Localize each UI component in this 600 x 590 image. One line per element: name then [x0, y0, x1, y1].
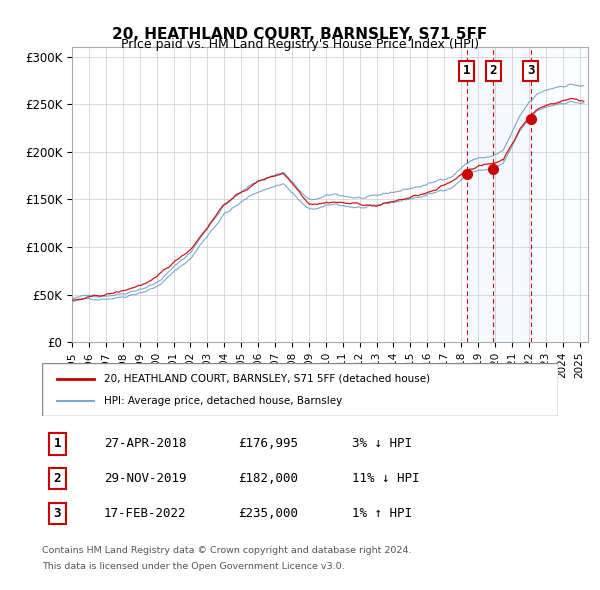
Text: 1: 1	[54, 437, 61, 450]
Bar	[467, 47, 493, 342]
Text: 20, HEATHLAND COURT, BARNSLEY, S71 5FF: 20, HEATHLAND COURT, BARNSLEY, S71 5FF	[112, 27, 488, 41]
Text: £176,995: £176,995	[238, 437, 298, 450]
Text: £235,000: £235,000	[238, 507, 298, 520]
Text: £182,000: £182,000	[238, 472, 298, 485]
Text: 1: 1	[463, 64, 470, 77]
Text: 3% ↓ HPI: 3% ↓ HPI	[352, 437, 412, 450]
Text: HPI: Average price, detached house, Barnsley: HPI: Average price, detached house, Barn…	[104, 396, 342, 406]
FancyBboxPatch shape	[42, 363, 558, 416]
Text: Contains HM Land Registry data © Crown copyright and database right 2024.: Contains HM Land Registry data © Crown c…	[42, 546, 412, 555]
Text: This data is licensed under the Open Government Licence v3.0.: This data is licensed under the Open Gov…	[42, 562, 344, 571]
Text: Price paid vs. HM Land Registry's House Price Index (HPI): Price paid vs. HM Land Registry's House …	[121, 38, 479, 51]
Text: 20, HEATHLAND COURT, BARNSLEY, S71 5FF (detached house): 20, HEATHLAND COURT, BARNSLEY, S71 5FF (…	[104, 374, 430, 384]
Bar	[531, 47, 588, 342]
Text: 17-FEB-2022: 17-FEB-2022	[104, 507, 187, 520]
Text: 2: 2	[490, 64, 497, 77]
Text: 2: 2	[54, 472, 61, 485]
Bar	[493, 47, 531, 342]
Text: 1% ↑ HPI: 1% ↑ HPI	[352, 507, 412, 520]
Text: 11% ↓ HPI: 11% ↓ HPI	[352, 472, 419, 485]
Text: 3: 3	[54, 507, 61, 520]
Text: 3: 3	[527, 64, 535, 77]
Text: 29-NOV-2019: 29-NOV-2019	[104, 472, 187, 485]
Text: 27-APR-2018: 27-APR-2018	[104, 437, 187, 450]
